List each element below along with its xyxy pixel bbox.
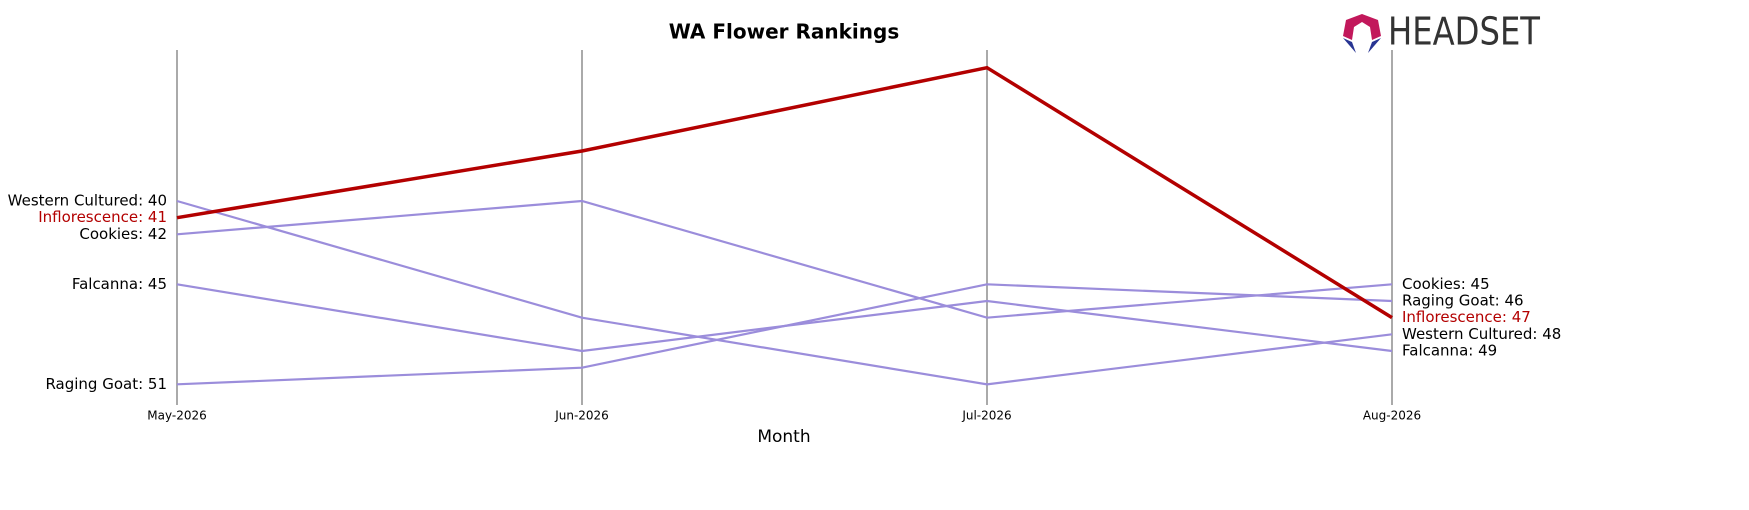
logo-icon xyxy=(1368,38,1381,53)
logo-icon xyxy=(1343,14,1381,40)
chart-title: WA Flower Rankings xyxy=(669,20,899,44)
data-label: Falcanna: 45 xyxy=(72,275,167,293)
x-tick-label: Jul-2026 xyxy=(961,409,1011,423)
x-tick-label: May-2026 xyxy=(147,409,206,423)
data-label: Western Cultured: 40 xyxy=(8,192,167,210)
x-axis-label: Month xyxy=(757,427,810,447)
logo-text: HEADSET xyxy=(1388,10,1541,54)
data-label: Raging Goat: 51 xyxy=(45,375,167,393)
x-tick-label: Aug-2026 xyxy=(1363,409,1421,423)
data-label: Cookies: 42 xyxy=(79,225,167,243)
series-line xyxy=(176,65,1393,320)
logo: HEADSET xyxy=(1343,10,1541,54)
data-label: Cookies: 45 xyxy=(1402,275,1490,293)
x-tick-label: Jun-2026 xyxy=(554,409,609,423)
data-label: Raging Goat: 46 xyxy=(1402,292,1524,310)
series-line xyxy=(176,199,1393,386)
data-label: Falcanna: 49 xyxy=(1402,342,1497,360)
data-label: Inflorescence: 41 xyxy=(38,208,167,226)
logo-icon xyxy=(1343,38,1356,53)
data-label: Western Cultured: 48 xyxy=(1402,325,1561,343)
series-line xyxy=(176,283,1393,386)
series-line xyxy=(176,199,1393,319)
data-label: Inflorescence: 47 xyxy=(1402,308,1531,326)
